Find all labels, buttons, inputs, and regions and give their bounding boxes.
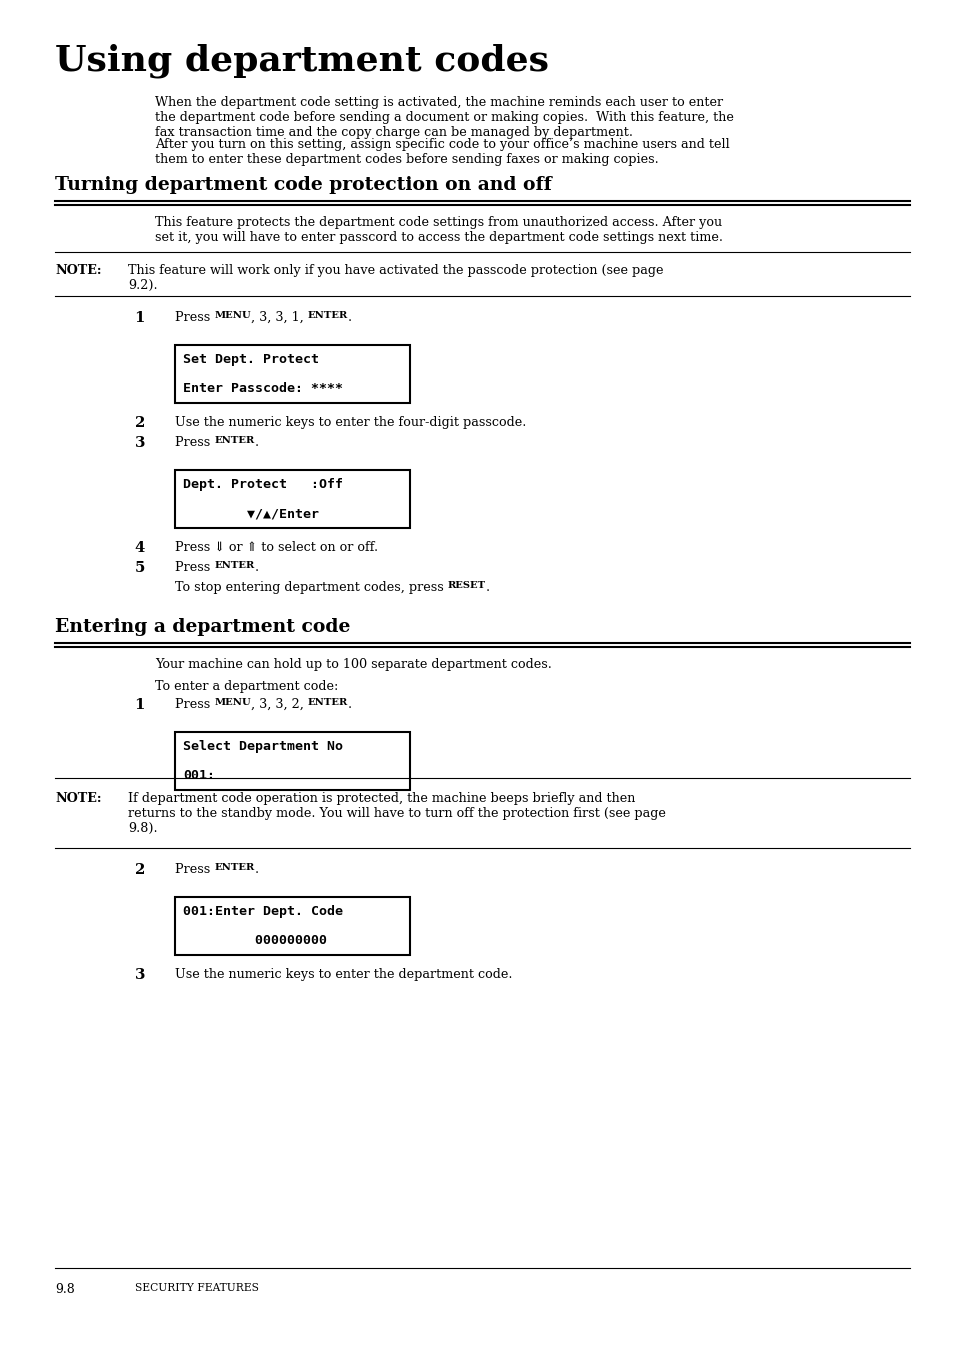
Text: Enter Passcode: ****: Enter Passcode: ****	[183, 381, 343, 395]
Text: 1: 1	[134, 311, 145, 325]
Text: 2: 2	[134, 417, 145, 430]
Text: .: .	[254, 561, 258, 574]
Text: Press: Press	[174, 698, 214, 710]
Text: If department code operation is protected, the machine beeps briefly and then
re: If department code operation is protecte…	[128, 793, 665, 834]
Text: Dept. Protect   :Off: Dept. Protect :Off	[183, 479, 343, 491]
Text: ▼/▲/Enter: ▼/▲/Enter	[183, 507, 318, 520]
Text: To stop entering department codes, press: To stop entering department codes, press	[174, 581, 447, 594]
Text: , 3, 3, 2,: , 3, 3, 2,	[251, 698, 308, 710]
Bar	[174, 896, 410, 954]
Text: 3: 3	[134, 435, 145, 450]
Text: Set Dept. Protect: Set Dept. Protect	[183, 353, 318, 367]
Bar	[174, 732, 410, 790]
Text: 001:Enter Dept. Code: 001:Enter Dept. Code	[183, 905, 343, 918]
Text: .: .	[254, 435, 258, 449]
Text: After you turn on this setting, assign specific code to your office’s machine us: After you turn on this setting, assign s…	[154, 137, 729, 166]
Text: RESET: RESET	[447, 581, 485, 590]
Text: Press ⇓ or ⇑ to select on or off.: Press ⇓ or ⇑ to select on or off.	[174, 541, 377, 554]
Text: .: .	[348, 311, 352, 324]
Text: ENTER: ENTER	[307, 311, 348, 319]
Text: NOTE:: NOTE:	[55, 793, 101, 805]
Text: MENU: MENU	[214, 311, 251, 319]
Text: Press: Press	[174, 561, 214, 574]
Text: 5: 5	[134, 561, 145, 576]
Text: 1: 1	[134, 698, 145, 712]
Text: .: .	[348, 698, 352, 710]
Text: 000000000: 000000000	[183, 934, 327, 948]
Text: ENTER: ENTER	[214, 561, 254, 570]
Text: To enter a department code:: To enter a department code:	[154, 679, 338, 693]
Text: MENU: MENU	[214, 698, 251, 706]
Text: , 3, 3, 1,: , 3, 3, 1,	[251, 311, 307, 324]
Text: This feature will work only if you have activated the passcode protection (see p: This feature will work only if you have …	[128, 264, 662, 293]
Text: ENTER: ENTER	[214, 435, 254, 445]
Text: Press: Press	[174, 435, 214, 449]
Text: 4: 4	[134, 541, 145, 555]
Text: 3: 3	[134, 968, 145, 981]
Text: 001:: 001:	[183, 768, 214, 782]
Text: Use the numeric keys to enter the four-digit passcode.: Use the numeric keys to enter the four-d…	[174, 417, 526, 429]
Text: ENTER: ENTER	[214, 863, 254, 872]
Text: SECURITY FEATURES: SECURITY FEATURES	[135, 1283, 258, 1293]
Text: Press: Press	[174, 311, 214, 324]
Text: 9.8: 9.8	[55, 1283, 74, 1295]
Text: Select Department No: Select Department No	[183, 740, 343, 754]
Text: Use the numeric keys to enter the department code.: Use the numeric keys to enter the depart…	[174, 968, 512, 981]
Text: Your machine can hold up to 100 separate department codes.: Your machine can hold up to 100 separate…	[154, 658, 551, 671]
Text: Press: Press	[174, 863, 214, 876]
Text: ENTER: ENTER	[308, 698, 348, 706]
Text: When the department code setting is activated, the machine reminds each user to : When the department code setting is acti…	[154, 96, 733, 139]
Text: This feature protects the department code settings from unauthorized access. Aft: This feature protects the department cod…	[154, 216, 722, 244]
Bar	[174, 470, 410, 528]
Bar	[174, 345, 410, 403]
Text: NOTE:: NOTE:	[55, 264, 101, 276]
Text: 2: 2	[134, 863, 145, 878]
Text: .: .	[254, 863, 258, 876]
Text: .: .	[485, 581, 490, 594]
Text: Entering a department code: Entering a department code	[55, 617, 350, 636]
Text: Using department codes: Using department codes	[55, 43, 548, 77]
Text: Turning department code protection on and off: Turning department code protection on an…	[55, 177, 551, 194]
